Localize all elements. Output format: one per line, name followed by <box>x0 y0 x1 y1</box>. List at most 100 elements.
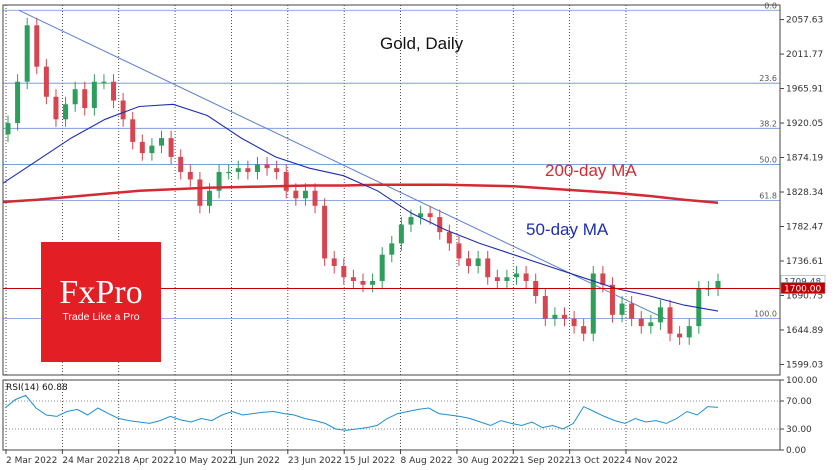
candle-body <box>15 81 21 124</box>
y-tick-label: 1599.03 <box>786 360 823 370</box>
candle-body <box>677 333 683 338</box>
price-label-text: 1700.00 <box>784 285 821 295</box>
candle <box>235 160 241 180</box>
trendline <box>18 9 666 320</box>
candle <box>542 288 548 327</box>
candle <box>437 209 443 240</box>
candle-body <box>389 243 395 255</box>
candle <box>187 164 193 187</box>
candle-body <box>715 280 721 289</box>
candle-body <box>187 171 193 180</box>
x-tick-label: 2 Mar 2022 <box>6 456 57 466</box>
x-tick-label: 1 Jun 2022 <box>231 456 279 466</box>
candle <box>389 235 395 263</box>
candle <box>456 235 462 266</box>
candle-body <box>456 243 462 259</box>
candle-body <box>408 217 414 225</box>
ma50-line <box>2 103 719 312</box>
candle-body <box>341 265 347 278</box>
candle-body <box>120 100 126 120</box>
candle <box>504 269 510 289</box>
candle-body <box>705 288 711 290</box>
candle <box>561 307 567 327</box>
price-label-bg <box>780 282 826 294</box>
candle-body <box>53 96 59 120</box>
candle <box>168 130 174 165</box>
x-tick-label: 13 Oct 2022 <box>570 456 626 466</box>
candle-body <box>466 258 472 266</box>
candle <box>149 138 155 161</box>
candle <box>139 134 145 161</box>
candle-body <box>657 307 663 323</box>
candle <box>197 171 203 214</box>
candle <box>245 160 251 180</box>
candle-body <box>504 277 510 281</box>
candle-body <box>159 138 165 146</box>
candle-body <box>139 141 145 154</box>
rsi-grid <box>3 380 780 450</box>
candle-body <box>571 318 577 327</box>
candle-body <box>34 25 40 67</box>
candle <box>24 17 30 90</box>
candle-body <box>149 145 155 154</box>
candle-body <box>609 284 615 315</box>
candle <box>667 299 673 342</box>
candle <box>446 224 452 251</box>
rsi-tick-label: 100.00 <box>786 376 818 386</box>
candle <box>523 265 529 289</box>
candle-body <box>648 322 654 327</box>
candle-body <box>91 81 97 109</box>
candle <box>82 81 88 116</box>
candle-body <box>264 164 270 169</box>
candle-body <box>72 89 78 105</box>
fxpro-logo: FxPro Trade Like a Pro <box>41 242 161 362</box>
candle-body <box>178 156 184 172</box>
candle <box>590 265 596 342</box>
candle <box>283 164 289 199</box>
candle-body <box>130 119 136 142</box>
candle <box>715 273 721 297</box>
fib-lines: 0.0 23.6 38.2 50.0 61.8 100.0 <box>3 1 780 319</box>
candle-body <box>322 205 328 259</box>
y-tick-label: 1690.75 <box>786 291 823 301</box>
x-tick-label: 15 Jul 2022 <box>344 456 395 466</box>
candle-body <box>398 224 404 244</box>
candle-body <box>552 314 558 319</box>
candle-body <box>514 273 520 278</box>
y-tick-label: 2011.77 <box>786 50 823 60</box>
candle-body <box>197 179 203 206</box>
y-tick-label: 1920.05 <box>786 119 823 129</box>
candle <box>5 115 11 142</box>
candle <box>514 265 520 285</box>
fib-level-label: 100.0 <box>754 310 777 319</box>
candle <box>466 250 472 274</box>
candle <box>600 265 606 293</box>
candle <box>34 17 40 75</box>
candle <box>619 296 625 323</box>
x-axis-ticks: 2 Mar 2022 24 Mar 2022 18 Apr 2022 10 May 2… <box>5 450 678 466</box>
candle <box>609 277 615 323</box>
candle <box>101 74 107 90</box>
price-labels: 1709.481700.00 <box>780 275 826 295</box>
candle-body <box>427 213 433 218</box>
candle-body <box>561 314 567 319</box>
price-label: 1700.00 <box>780 282 826 295</box>
candle <box>571 311 577 334</box>
candle-body <box>350 277 356 281</box>
candle-body <box>331 258 337 266</box>
candle-body <box>312 190 318 206</box>
candle-body <box>283 171 289 191</box>
candle-body <box>581 326 587 334</box>
candle <box>370 273 376 293</box>
candle-body <box>475 258 481 266</box>
x-tick-label: 4 Nov 2022 <box>626 456 678 466</box>
candle <box>677 326 683 345</box>
candle <box>341 258 347 285</box>
y-axis-ticks: 2057.63 2011.77 1965.91 1920.05 1874.19 1828.… <box>780 16 823 370</box>
x-tick-label: 8 Aug 2022 <box>401 456 453 466</box>
x-tick-label: 21 Sep 2022 <box>513 456 570 466</box>
y-tick-label: 1828.34 <box>786 188 823 198</box>
candle <box>379 247 385 289</box>
main-frame <box>2 4 781 376</box>
candle-body <box>226 171 232 174</box>
